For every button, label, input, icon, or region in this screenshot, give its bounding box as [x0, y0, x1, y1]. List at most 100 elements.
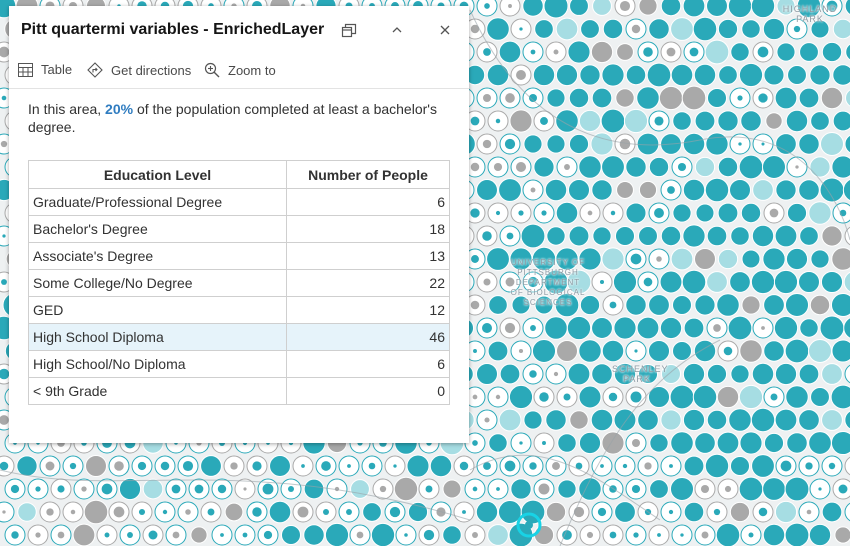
map-symbol[interactable] [774, 86, 798, 110]
map-symbol[interactable] [831, 339, 850, 363]
map-symbol[interactable] [660, 0, 682, 17]
map-symbol[interactable] [844, 226, 850, 246]
map-symbol[interactable] [682, 224, 706, 248]
map-symbol[interactable] [636, 316, 660, 340]
map-symbol[interactable] [798, 87, 820, 109]
map-symbol[interactable] [350, 479, 370, 499]
map-symbol[interactable] [557, 433, 577, 453]
map-symbol[interactable] [776, 0, 796, 16]
map-symbol[interactable] [487, 524, 509, 546]
map-symbol[interactable] [681, 269, 707, 295]
map-symbol[interactable] [741, 19, 761, 39]
map-symbol[interactable] [845, 89, 850, 108]
map-symbol[interactable] [706, 363, 728, 385]
map-symbol[interactable] [647, 339, 671, 363]
map-symbol[interactable] [844, 364, 850, 384]
map-symbol[interactable] [0, 501, 15, 523]
map-symbol[interactable] [762, 477, 786, 501]
map-symbol[interactable] [370, 522, 396, 546]
map-symbol[interactable] [763, 64, 785, 86]
map-symbol[interactable] [751, 362, 775, 386]
map-symbol[interactable] [798, 179, 820, 201]
map-symbol[interactable] [508, 384, 534, 410]
map-symbol[interactable] [544, 316, 568, 340]
table-action[interactable]: Table [18, 62, 72, 77]
map-symbol[interactable] [821, 501, 843, 523]
map-symbol[interactable] [750, 0, 776, 19]
map-symbol[interactable] [845, 43, 850, 62]
map-symbol[interactable] [798, 363, 820, 385]
map-symbol[interactable] [442, 525, 462, 545]
map-symbol[interactable] [819, 131, 845, 157]
map-symbol[interactable] [834, 526, 850, 544]
map-symbol[interactable] [555, 17, 579, 41]
map-symbol[interactable] [727, 315, 753, 341]
map-symbol[interactable] [557, 479, 577, 499]
map-symbol[interactable] [600, 108, 626, 134]
map-symbol[interactable] [741, 295, 761, 315]
map-symbol[interactable] [660, 409, 682, 431]
map-symbol[interactable] [659, 270, 683, 294]
map-symbol[interactable] [580, 19, 600, 39]
map-symbol[interactable] [682, 362, 706, 386]
map-symbol[interactable] [523, 410, 543, 430]
map-symbol[interactable] [567, 178, 591, 202]
map-symbol[interactable] [648, 156, 670, 178]
map-symbol[interactable] [842, 178, 850, 202]
map-symbol[interactable] [681, 85, 707, 111]
map-symbol[interactable] [269, 455, 291, 477]
map-symbol[interactable] [844, 134, 850, 154]
map-symbol[interactable] [498, 408, 522, 432]
map-symbol[interactable] [511, 295, 531, 315]
map-symbol[interactable] [224, 502, 244, 522]
map-symbol[interactable] [738, 154, 764, 180]
map-symbol[interactable] [672, 203, 692, 223]
map-symbol[interactable] [592, 226, 612, 246]
map-symbol[interactable] [729, 455, 751, 477]
map-symbol[interactable] [717, 202, 739, 224]
map-symbol[interactable] [499, 363, 521, 385]
map-symbol[interactable] [625, 294, 647, 316]
map-symbol[interactable] [625, 156, 647, 178]
map-symbol[interactable] [809, 64, 831, 86]
map-symbol[interactable] [787, 65, 807, 85]
map-symbol[interactable] [775, 133, 797, 155]
map-symbol[interactable] [613, 316, 637, 340]
map-symbol[interactable] [649, 479, 669, 499]
map-symbol[interactable] [821, 225, 843, 247]
map-symbol[interactable] [785, 109, 809, 133]
map-symbol[interactable] [406, 454, 430, 478]
map-symbol[interactable] [200, 455, 222, 477]
map-symbol[interactable] [429, 454, 453, 478]
map-symbol[interactable] [716, 385, 740, 409]
map-symbol[interactable] [646, 62, 672, 88]
map-symbol[interactable] [776, 42, 796, 62]
map-symbol[interactable] [762, 17, 786, 41]
map-symbol[interactable] [717, 156, 739, 178]
map-symbol[interactable] [578, 109, 602, 133]
map-symbol[interactable] [555, 247, 579, 271]
map-symbol[interactable] [763, 294, 785, 316]
map-symbol[interactable] [844, 456, 850, 476]
map-symbol[interactable] [705, 132, 729, 156]
map-symbol[interactable] [844, 410, 850, 430]
map-symbol[interactable] [798, 133, 820, 155]
map-symbol[interactable] [567, 40, 591, 64]
map-symbol[interactable] [569, 0, 589, 16]
map-symbol[interactable] [670, 431, 694, 455]
map-symbol[interactable] [694, 294, 716, 316]
map-symbol[interactable] [774, 408, 798, 432]
map-symbol[interactable] [693, 63, 717, 87]
map-symbol[interactable] [810, 19, 830, 39]
map-symbol[interactable] [718, 65, 738, 85]
map-symbol[interactable] [362, 502, 382, 522]
map-symbol[interactable] [694, 110, 716, 132]
map-symbol[interactable] [625, 202, 647, 224]
map-symbol[interactable] [695, 203, 715, 223]
map-symbol[interactable] [672, 341, 692, 361]
map-symbol[interactable] [752, 179, 774, 201]
map-symbol[interactable] [532, 63, 556, 87]
map-symbol[interactable] [616, 181, 634, 199]
map-symbol[interactable] [568, 87, 590, 109]
map-symbol[interactable] [486, 63, 510, 87]
